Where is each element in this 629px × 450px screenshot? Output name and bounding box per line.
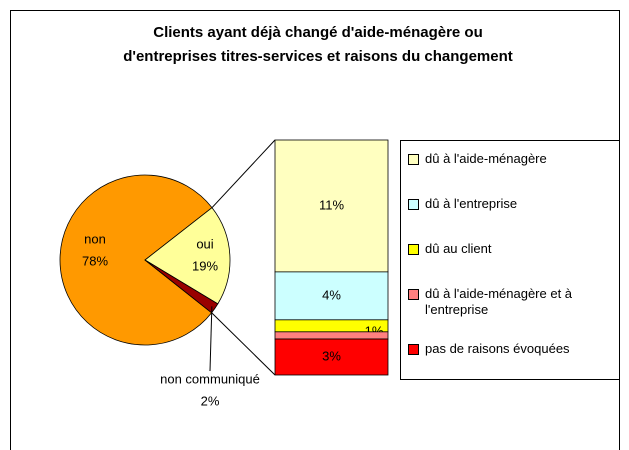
pie-slice [144, 207, 231, 305]
pie-label: non communiqué [160, 371, 260, 386]
legend-item: dû à l'aide-ménagère et à l'entreprise [408, 286, 613, 318]
bar-segment [274, 139, 389, 273]
legend: dû à l'aide-ménagère dû à l'entreprise dû … [400, 140, 620, 380]
pie-value-label: 78% [82, 253, 108, 268]
bar-segment [274, 338, 389, 376]
pie-value-label: 2% [201, 393, 220, 408]
legend-swatch [408, 289, 419, 300]
legend-swatch [408, 244, 419, 255]
pie-value-label: 19% [192, 258, 218, 273]
legend-label: pas de raisons évoquées [425, 341, 570, 356]
legend-item: dû à l'entreprise [408, 196, 613, 212]
connector-line [211, 312, 276, 376]
legend-label: dû à l'aide-ménagère et à l'entreprise [425, 286, 573, 317]
bar-value-label: 4% [322, 287, 341, 302]
legend-swatch [408, 154, 419, 165]
connector-line [211, 139, 276, 209]
bar-segment [274, 331, 389, 340]
pie-slice [59, 174, 213, 346]
leader-line [209, 306, 213, 372]
legend-swatch [408, 344, 419, 355]
bar-value-label: 11% [319, 197, 344, 212]
legend-item: pas de raisons évoquées [408, 341, 613, 357]
legend-swatch [408, 199, 419, 210]
legend-item: dû à l'aide-ménagère [408, 151, 613, 167]
bar-value-label: 3% [322, 348, 341, 363]
chart-title: Clients ayant déjà changé d'aide-ménagèr… [153, 24, 483, 41]
legend-label: dû au client [425, 241, 492, 256]
chart-title: d'entreprises titres-services et raisons… [123, 48, 513, 65]
pie-label: oui [196, 236, 213, 251]
bar-segment [274, 271, 389, 321]
legend-item: dû au client [408, 241, 613, 257]
legend-label: dû à l'aide-ménagère [425, 151, 547, 166]
legend-label: dû à l'entreprise [425, 196, 518, 211]
pie-label: non [84, 231, 106, 246]
